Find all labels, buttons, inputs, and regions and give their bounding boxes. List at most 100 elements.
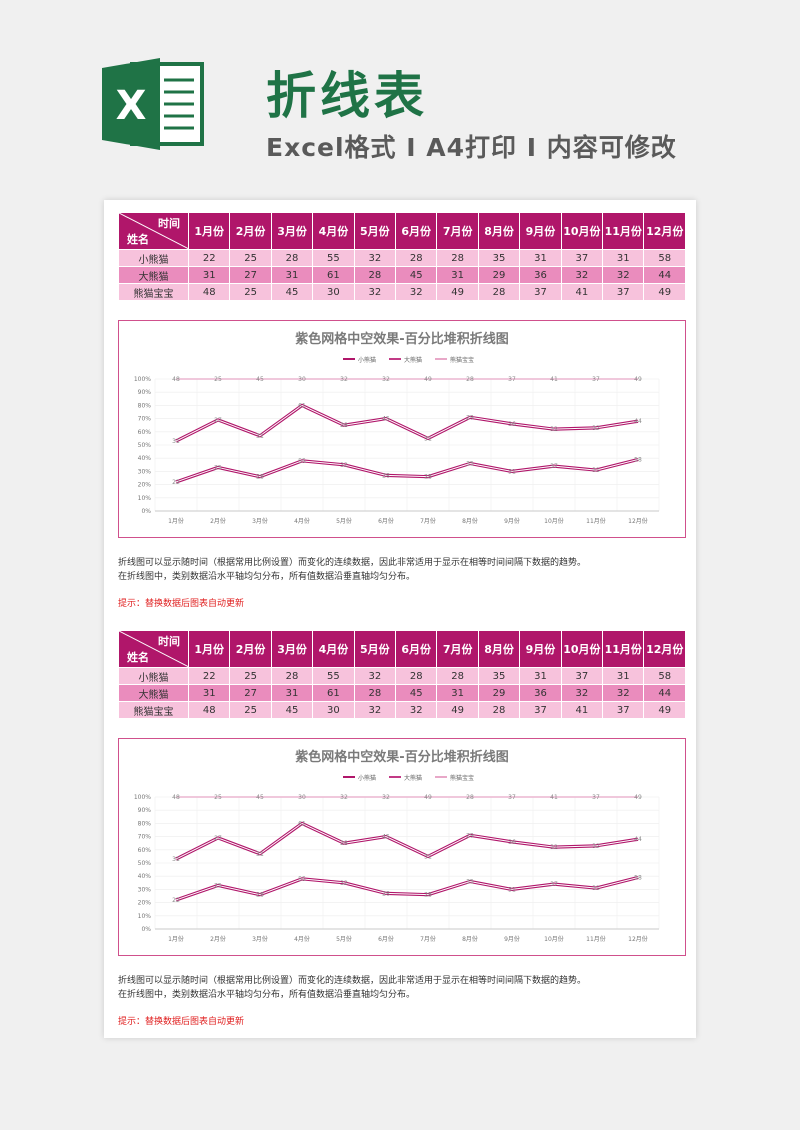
table-cell: 31 — [436, 684, 479, 702]
data-label: 49 — [424, 794, 432, 801]
data-label: 41 — [550, 376, 558, 383]
y-tick-label: 80% — [138, 402, 152, 409]
table-cell: 48 — [187, 283, 231, 301]
data-label: 31 — [424, 853, 432, 860]
table-cell: 25 — [229, 701, 272, 719]
data-label: 37 — [592, 794, 600, 801]
y-tick-label: 10% — [138, 913, 152, 920]
data-label: 32 — [340, 462, 348, 469]
month-header: 3月份 — [270, 212, 314, 250]
table-cell: 36 — [519, 266, 562, 284]
table-cell: 49 — [436, 701, 479, 719]
table-cell: 29 — [477, 684, 521, 702]
month-header: 7月份 — [436, 212, 479, 250]
table-row: 大熊猫 31 27 31 61 28 45 31 29 36 32 32 44 — [118, 684, 686, 702]
data-label: 45 — [256, 376, 264, 383]
month-header: 1月份 — [187, 212, 231, 250]
y-tick-label: 90% — [138, 807, 152, 814]
table-cell: 28 — [477, 701, 521, 719]
excel-logo-icon: X — [102, 58, 204, 150]
y-tick-label: 100% — [134, 376, 151, 383]
data-label: 32 — [382, 794, 390, 801]
table-row: 熊猫宝宝 48 25 45 30 32 32 49 28 37 41 37 49 — [118, 283, 686, 301]
description-line: 折线图可以显示随时间（根据常用比例设置）而变化的连续数据，因此非常适用于显示在相… — [118, 558, 587, 568]
section-1: 时间 姓名 1月份 2月份 3月份 4月份 5月份 6月份 7月份 8月份 9月… — [118, 212, 686, 609]
series-line-inner — [175, 404, 639, 442]
data-label: 55 — [298, 876, 306, 883]
x-tick-label: 10月份 — [544, 935, 564, 943]
chart-title: 紫色网格中空效果-百分比堆积折线图 — [295, 331, 508, 347]
data-label: 32 — [550, 426, 558, 433]
data-label: 28 — [382, 472, 390, 479]
y-tick-label: 50% — [138, 860, 152, 867]
data-label: 58 — [634, 457, 642, 464]
y-tick-label: 30% — [138, 468, 152, 475]
x-tick-label: 3月份 — [252, 517, 268, 525]
table-cell: 58 — [643, 249, 686, 267]
row-name: 小熊猫 — [118, 249, 189, 267]
month-header: 6月份 — [395, 212, 438, 250]
data-label: 31 — [256, 851, 264, 858]
data-label: 48 — [172, 794, 180, 801]
data-label: 58 — [634, 875, 642, 882]
data-label: 31 — [592, 467, 600, 474]
table-cell: 31 — [602, 667, 645, 685]
table-cell: 22 — [187, 249, 231, 267]
table-cell: 32 — [353, 701, 397, 719]
x-tick-label: 8月份 — [462, 517, 478, 525]
data-label: 31 — [172, 856, 180, 863]
y-tick-label: 80% — [138, 820, 152, 827]
month-header: 10月份 — [560, 630, 604, 668]
data-label: 29 — [466, 414, 474, 421]
month-header: 6月份 — [395, 630, 438, 668]
x-tick-label: 4月份 — [294, 517, 310, 525]
table-cell: 45 — [270, 701, 314, 719]
table-cell: 41 — [560, 283, 604, 301]
row-name: 大熊猫 — [118, 684, 189, 702]
y-tick-label: 70% — [138, 416, 152, 423]
legend-entry: 大熊猫 — [404, 356, 422, 364]
table-cell: 61 — [312, 684, 355, 702]
month-header: 2月份 — [229, 630, 272, 668]
page-header: X 折线表 Excel格式 I A4打印 I 内容可修改 — [0, 0, 800, 200]
table-cell: 32 — [560, 266, 604, 284]
data-label: 28 — [424, 474, 432, 481]
table-cell: 31 — [436, 266, 479, 284]
y-tick-label: 30% — [138, 886, 152, 893]
data-label: 37 — [508, 376, 516, 383]
month-header: 10月份 — [560, 212, 604, 250]
data-label: 45 — [256, 794, 264, 801]
table-cell: 25 — [229, 283, 272, 301]
data-label: 28 — [340, 422, 348, 429]
month-header: 5月份 — [353, 630, 397, 668]
data-label: 31 — [508, 886, 516, 893]
document-sheet: 时间 姓名 1月份 2月份 3月份 4月份 5月份 6月份 7月份 8月份 9月… — [104, 200, 696, 1038]
table-cell: 61 — [312, 266, 355, 284]
table-cell: 31 — [602, 249, 645, 267]
data-label: 61 — [298, 402, 306, 409]
y-tick-label: 0% — [141, 508, 151, 515]
x-tick-label: 11月份 — [586, 935, 606, 943]
table-cell: 31 — [187, 266, 231, 284]
data-label: 49 — [634, 794, 642, 801]
table-cell: 28 — [270, 249, 314, 267]
month-header: 4月份 — [312, 212, 355, 250]
series-line-inner — [175, 822, 639, 860]
data-label: 45 — [382, 416, 390, 423]
chart-title: 紫色网格中空效果-百分比堆积折线图 — [295, 749, 508, 765]
y-tick-label: 60% — [138, 847, 152, 854]
y-tick-label: 60% — [138, 429, 152, 436]
table-cell: 45 — [395, 684, 438, 702]
data-label: 31 — [256, 433, 264, 440]
table-cell: 31 — [270, 266, 314, 284]
table-cell: 32 — [602, 266, 645, 284]
x-tick-label: 9月份 — [504, 935, 520, 943]
x-tick-label: 12月份 — [628, 517, 648, 525]
data-label: 25 — [214, 376, 222, 383]
table-cell: 28 — [270, 667, 314, 685]
table-corner-header: 时间 姓名 — [118, 630, 189, 668]
table-cell: 37 — [602, 283, 645, 301]
legend-entry: 大熊猫 — [404, 774, 422, 782]
data-table: 时间 姓名 1月份 2月份 3月份 4月份 5月份 6月份 7月份 8月份 9月… — [118, 212, 686, 301]
